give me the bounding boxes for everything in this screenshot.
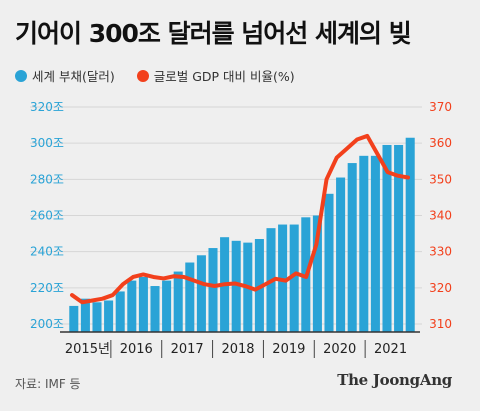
- debt-bar: [92, 302, 102, 332]
- debt-bar: [347, 163, 357, 332]
- debt-bar: [162, 280, 172, 332]
- x-tick-label: 2018: [221, 342, 254, 357]
- legend: 세계 부채(달러) 글로벌 GDP 대비 비율(%): [15, 66, 295, 85]
- right-tick-label: 310: [429, 317, 452, 331]
- debt-bar: [405, 137, 415, 332]
- debt-bar: [127, 280, 137, 332]
- debt-bar: [231, 240, 241, 332]
- right-tick-label: 350: [429, 172, 452, 186]
- debt-bar: [312, 215, 322, 332]
- left-tick-label: 320조: [30, 100, 64, 114]
- debt-legend-label: 세계 부채(달러): [32, 69, 115, 84]
- ratio-legend-label: 글로벌 GDP 대비 비율(%): [153, 69, 295, 84]
- debt-legend-marker: [15, 69, 27, 82]
- left-tick-label: 200조: [30, 317, 64, 331]
- debt-bar: [150, 286, 160, 332]
- ratio-legend-marker: [136, 69, 149, 82]
- right-tick-label: 360: [429, 136, 452, 150]
- left-tick-label: 260조: [30, 209, 64, 223]
- debt-bar: [324, 193, 334, 332]
- right-tick-label: 330: [429, 245, 452, 259]
- x-tick-label: 2021: [374, 342, 407, 357]
- debt-bar: [359, 155, 369, 332]
- right-tick-label: 320: [429, 281, 452, 295]
- x-tick-label: 2015년: [65, 342, 110, 357]
- debt-bar: [173, 271, 183, 332]
- debt-bar: [196, 255, 206, 332]
- debt-bar: [208, 248, 218, 332]
- debt-bar: [185, 262, 195, 332]
- x-tick-label: 2017: [171, 342, 204, 357]
- left-tick-label: 280조: [30, 172, 64, 186]
- x-tick-label: 2016: [120, 342, 153, 357]
- brand-logo: The JoongAng: [337, 371, 452, 389]
- debt-bar: [382, 144, 392, 332]
- debt-bar: [336, 177, 346, 332]
- left-tick-label: 300조: [30, 136, 64, 150]
- debt-bar: [138, 276, 148, 332]
- debt-bar: [115, 291, 125, 332]
- left-tick-label: 240조: [30, 245, 64, 259]
- chart-title: 기어이 300조 달러를 넘어선 세계의 빚: [15, 19, 412, 48]
- right-tick-label: 340: [429, 209, 452, 223]
- debt-bar: [104, 300, 114, 332]
- x-tick-label: 2020: [323, 342, 356, 357]
- source-note: 자료: IMF 등: [15, 377, 81, 391]
- left-tick-label: 220조: [30, 281, 64, 295]
- debt-bar: [289, 224, 299, 332]
- debt-bar: [69, 305, 79, 332]
- ratio-line: [70, 133, 410, 305]
- debt-bar: [80, 298, 90, 332]
- right-tick-label: 370: [429, 100, 452, 114]
- debt-bar: [370, 155, 380, 332]
- x-tick-label: 2019: [272, 342, 305, 357]
- debt-bar: [394, 144, 404, 332]
